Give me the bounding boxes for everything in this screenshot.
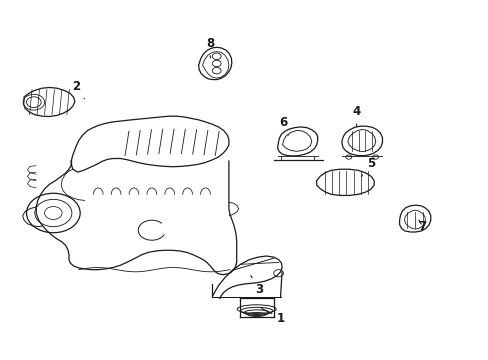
Text: 3: 3 [250,276,263,296]
Text: 7: 7 [418,220,426,233]
Text: 4: 4 [352,105,360,126]
Text: 5: 5 [361,157,375,176]
Text: 1: 1 [261,309,285,325]
Text: 6: 6 [279,116,288,135]
Text: 2: 2 [72,80,84,99]
Text: 8: 8 [206,37,214,58]
